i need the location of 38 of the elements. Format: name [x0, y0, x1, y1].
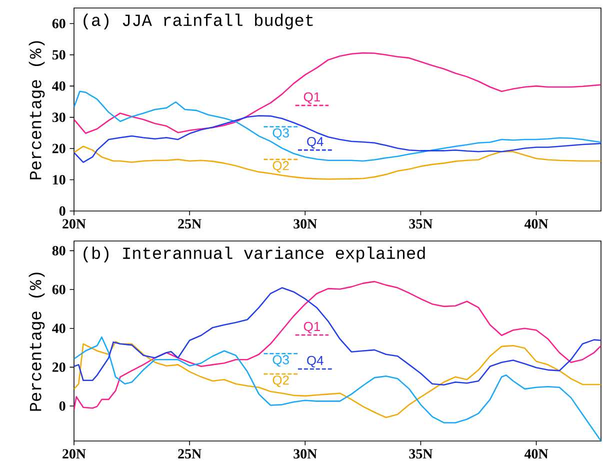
x-tick-label: 40N: [524, 219, 548, 229]
y-tick-label: 60: [52, 18, 66, 28]
y-tick-label: 40: [52, 324, 66, 334]
x-tick-label: 20N: [62, 219, 86, 229]
x-tick-label: 25N: [178, 449, 202, 459]
series-label: Q4: [307, 136, 324, 148]
legend-label: Q3: [272, 355, 289, 367]
x-tick-label: 30N: [294, 449, 317, 459]
legend-label: Q3: [272, 128, 289, 140]
series-label: Q1: [304, 322, 320, 334]
chart-title: (b) Interannual variance explained: [84, 246, 425, 262]
series-label: Q4: [307, 356, 324, 368]
line-series: [74, 90, 602, 162]
line-series: [74, 340, 602, 418]
x-tick-label: 25N: [178, 219, 202, 229]
y-axis-title: Percentage (%): [28, 41, 45, 180]
x-tick-label: 20N: [62, 449, 86, 459]
y-tick-label: 40: [52, 81, 66, 91]
y-tick-label: 80: [52, 246, 66, 256]
legend-label: Q2: [272, 376, 289, 388]
line-series: [74, 287, 602, 386]
x-tick-label: 35N: [409, 449, 433, 459]
chart-title: (a) JJA rainfall budget: [84, 14, 313, 30]
y-tick-label: 20: [52, 362, 66, 372]
y-axis-title: Percentage (%): [28, 272, 45, 411]
line-series: [74, 280, 602, 411]
x-tick-label: 30N: [294, 219, 317, 229]
y-tick-label: 30: [52, 112, 66, 122]
y-tick-label: 0: [59, 206, 66, 216]
y-tick-label: 0: [59, 401, 66, 411]
legend-label: Q2: [272, 161, 289, 173]
y-tick-label: 20: [52, 144, 66, 154]
y-tick-label: 50: [52, 50, 66, 60]
x-tick-label: 35N: [409, 219, 433, 229]
x-tick-label: 40N: [524, 449, 548, 459]
y-tick-label: 60: [52, 284, 66, 294]
series-label: Q1: [304, 92, 320, 104]
y-tick-label: 10: [53, 175, 66, 184]
